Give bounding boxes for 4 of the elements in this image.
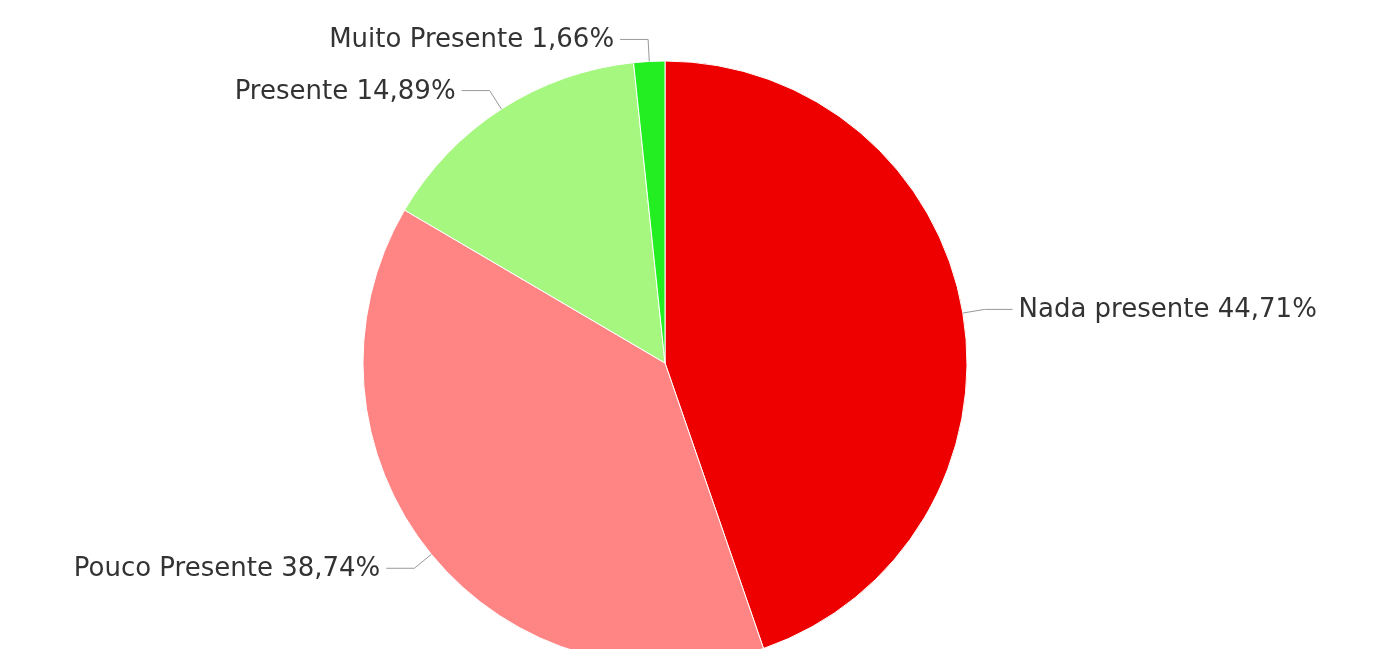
slice-label: Nada presente 44,71% bbox=[1018, 293, 1317, 324]
slice-label: Muito Presente 1,66% bbox=[329, 23, 615, 54]
slice-label: Pouco Presente 38,74% bbox=[73, 552, 381, 583]
slice-label: Presente 14,89% bbox=[234, 74, 456, 105]
